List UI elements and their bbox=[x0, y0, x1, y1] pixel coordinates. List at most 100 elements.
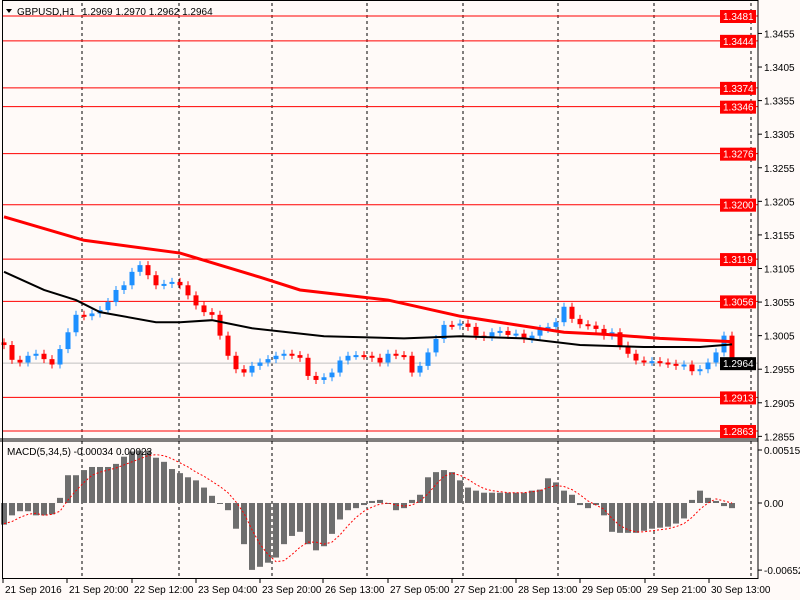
candle-body bbox=[297, 355, 303, 358]
candle-body bbox=[265, 359, 271, 363]
candle-body bbox=[281, 353, 287, 356]
macd-bar bbox=[329, 503, 335, 534]
candle-body bbox=[497, 330, 503, 333]
candle-body bbox=[377, 357, 383, 363]
macd-bar bbox=[1, 503, 7, 525]
macd-bar bbox=[625, 503, 631, 533]
candle-body bbox=[49, 359, 55, 365]
level-price-label: 1.3444 bbox=[723, 37, 754, 48]
candle-body bbox=[129, 271, 135, 286]
candle-body bbox=[537, 328, 543, 336]
candle-body bbox=[665, 362, 671, 365]
macd-bar bbox=[121, 456, 127, 503]
macd-bar bbox=[577, 503, 583, 506]
y-tick-label: 1.2955 bbox=[764, 365, 795, 376]
macd-bar bbox=[57, 497, 63, 503]
candle-body bbox=[241, 369, 247, 373]
macd-bar bbox=[217, 503, 223, 504]
macd-bar bbox=[129, 451, 135, 503]
level-price-label: 1.3374 bbox=[723, 84, 754, 95]
candle-body bbox=[617, 332, 623, 346]
candle-body bbox=[217, 314, 223, 336]
macd-bar bbox=[513, 492, 519, 503]
macd-signal-line bbox=[3, 454, 733, 563]
macd-bar bbox=[297, 503, 303, 532]
level-price-tag bbox=[720, 34, 756, 48]
macd-bar bbox=[49, 503, 55, 515]
macd-bar bbox=[601, 503, 607, 516]
candle-body bbox=[65, 332, 71, 350]
macd-bar bbox=[201, 487, 207, 503]
candle-body bbox=[577, 318, 583, 325]
candle-body bbox=[249, 365, 255, 373]
level-price-label: 1.3481 bbox=[723, 12, 754, 23]
macd-bar bbox=[337, 503, 343, 520]
macd-bar bbox=[17, 503, 23, 512]
candle-body bbox=[409, 355, 415, 373]
candle-body bbox=[353, 355, 359, 358]
macd-bar bbox=[313, 503, 319, 551]
current-price-label: 1.2964 bbox=[723, 359, 754, 370]
candle-body bbox=[401, 355, 407, 358]
macd-bar bbox=[449, 472, 455, 503]
x-tick-label: 21 Sep 20:00 bbox=[69, 585, 129, 596]
macd-bar bbox=[145, 450, 151, 503]
y-tick-label: 1.3005 bbox=[764, 332, 795, 343]
candle-body bbox=[1, 342, 7, 346]
x-tick-label: 27 Sep 21:00 bbox=[454, 585, 514, 596]
candle-body bbox=[433, 338, 439, 353]
macd-bar bbox=[249, 503, 255, 570]
macd-bar bbox=[481, 492, 487, 503]
candle-body bbox=[417, 365, 423, 373]
candle-body bbox=[337, 360, 343, 373]
candle-body bbox=[689, 364, 695, 372]
y-tick-label: 1.3055 bbox=[764, 298, 795, 309]
macd-bar bbox=[345, 503, 351, 511]
macd-bar bbox=[257, 503, 263, 567]
candle-body bbox=[449, 324, 455, 327]
y-tick-label: 1.3155 bbox=[764, 231, 795, 242]
triangle-down-icon[interactable] bbox=[6, 9, 12, 13]
macd-bar bbox=[393, 503, 399, 511]
x-tick-label: 23 Sep 04:00 bbox=[198, 585, 258, 596]
candle-body bbox=[729, 335, 735, 364]
y-tick-label: 1.3255 bbox=[764, 164, 795, 175]
candle-body bbox=[89, 313, 95, 317]
macd-bar bbox=[425, 477, 431, 503]
x-tick-label: 30 Sep 13:00 bbox=[711, 585, 771, 596]
macd-bar bbox=[161, 461, 167, 503]
macd-bar bbox=[729, 503, 735, 509]
candle-body bbox=[329, 372, 335, 378]
candle-body bbox=[273, 355, 279, 360]
ma-red-line bbox=[3, 215, 733, 344]
candle-body bbox=[561, 306, 567, 323]
candle-body bbox=[145, 265, 151, 276]
symbol-label: GBPUSD,H1 bbox=[17, 7, 75, 18]
macd-bar bbox=[585, 503, 591, 509]
candle-body bbox=[673, 363, 679, 366]
candle-body bbox=[681, 364, 687, 367]
level-price-tag bbox=[720, 198, 756, 212]
candle-body bbox=[33, 353, 39, 356]
candle-body bbox=[25, 355, 31, 363]
y-tick-label: 1.2905 bbox=[764, 399, 795, 410]
macd-bar bbox=[433, 472, 439, 503]
candle-body bbox=[201, 305, 207, 313]
chart-title: GBPUSD,H1 1.2969 1.2970 1.2962 1.2964 bbox=[6, 7, 213, 18]
level-price-label: 1.3119 bbox=[723, 255, 753, 266]
candle-body bbox=[425, 352, 431, 366]
macd-bar bbox=[521, 492, 527, 503]
macd-bar bbox=[209, 495, 215, 503]
level-price-tag bbox=[720, 147, 756, 161]
macd-bar bbox=[9, 503, 15, 516]
x-tick-label: 23 Sep 20:00 bbox=[262, 585, 322, 596]
macd-bar bbox=[281, 503, 287, 545]
candle-body bbox=[465, 323, 471, 327]
candle-body bbox=[153, 275, 159, 286]
horizontal-levels bbox=[3, 15, 758, 432]
macd-bar bbox=[657, 503, 663, 528]
macd-bar bbox=[441, 470, 447, 503]
macd-tick-label: 0.00515 bbox=[764, 446, 800, 457]
